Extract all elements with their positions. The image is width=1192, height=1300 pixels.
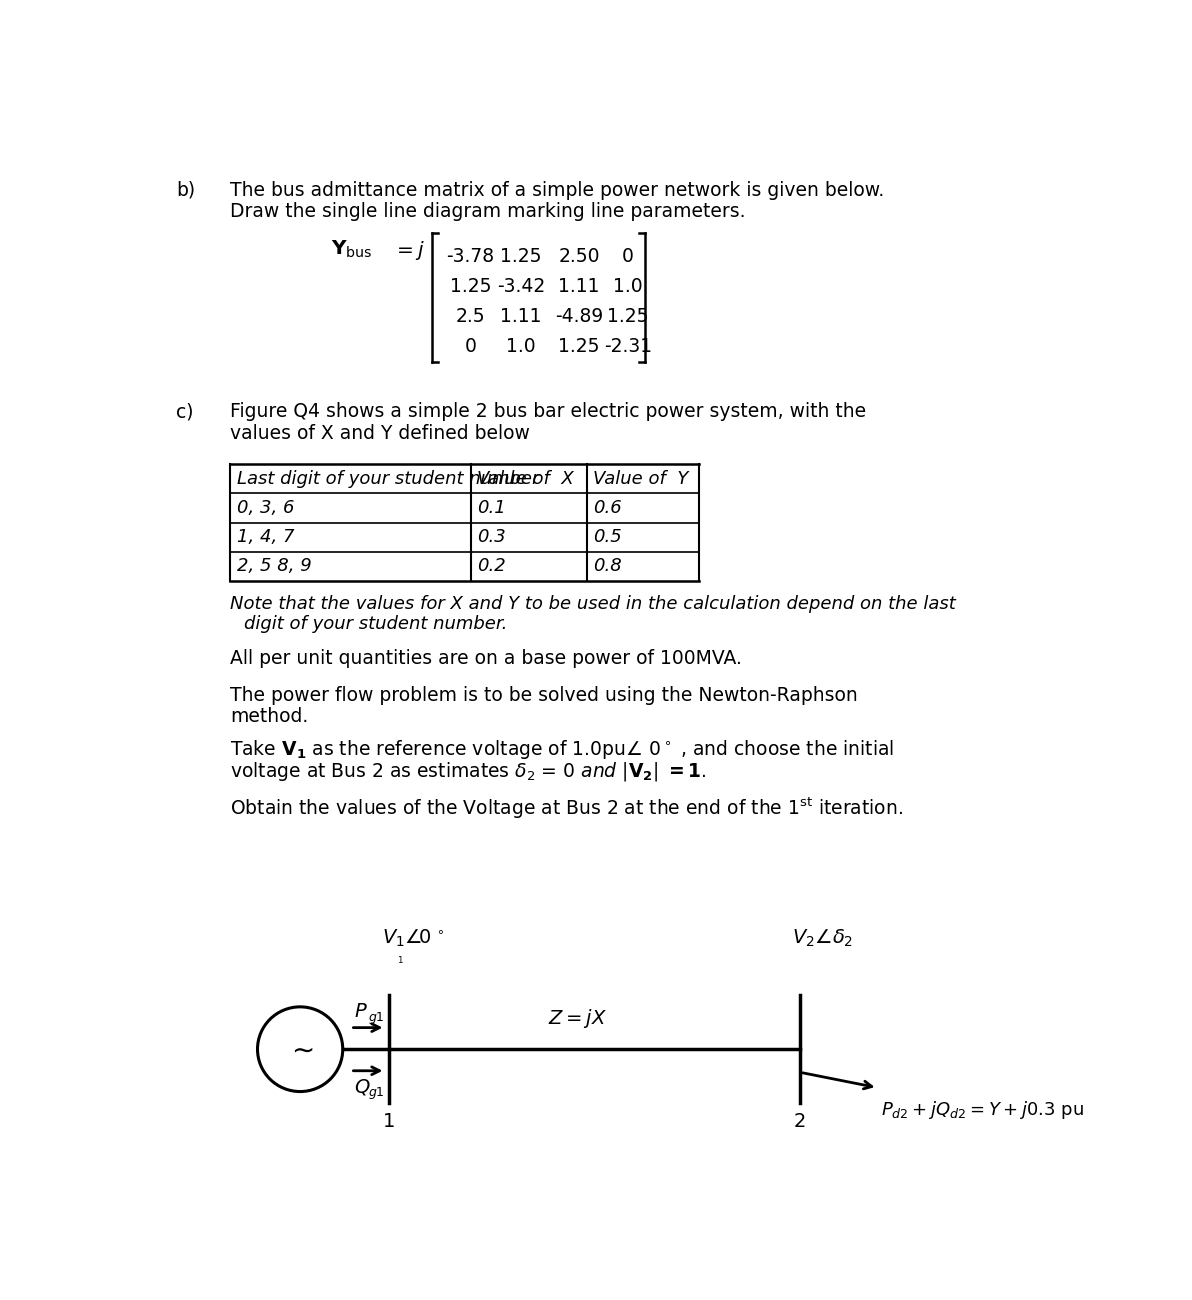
Text: $V_2\angle\delta_2$: $V_2\angle\delta_2$ — [793, 928, 853, 949]
Text: 0.8: 0.8 — [594, 558, 622, 576]
Text: Figure Q4 shows a simple 2 bus bar electric power system, with the: Figure Q4 shows a simple 2 bus bar elect… — [230, 403, 867, 421]
Text: -4.89: -4.89 — [555, 307, 603, 326]
Text: $Z = jX$: $Z = jX$ — [548, 1008, 607, 1030]
Text: Take $\mathbf{V_1}$ as the reference voltage of 1.0pu$\angle$ 0$^\circ$ , and ch: Take $\mathbf{V_1}$ as the reference vol… — [230, 738, 895, 760]
Text: The bus admittance matrix of a simple power network is given below.: The bus admittance matrix of a simple po… — [230, 181, 884, 200]
Text: 0.2: 0.2 — [477, 558, 505, 576]
Text: $g1$: $g1$ — [368, 1084, 385, 1101]
Text: 2, 5 8, 9: 2, 5 8, 9 — [236, 558, 311, 576]
Text: 0.6: 0.6 — [594, 499, 622, 517]
Text: $\mathbf{Y}_{\mathrm{bus}}$: $\mathbf{Y}_{\mathrm{bus}}$ — [331, 239, 373, 260]
Text: 1.11: 1.11 — [558, 277, 600, 296]
Text: 1.11: 1.11 — [501, 307, 541, 326]
Text: All per unit quantities are on a base power of 100MVA.: All per unit quantities are on a base po… — [230, 649, 743, 668]
Text: 1.25: 1.25 — [607, 307, 648, 326]
Text: 1.25: 1.25 — [558, 337, 600, 356]
Text: digit of your student number.: digit of your student number. — [244, 615, 508, 633]
Text: -2.31: -2.31 — [604, 337, 652, 356]
Text: 1: 1 — [383, 1113, 396, 1131]
Text: 0: 0 — [622, 247, 634, 266]
Text: Draw the single line diagram marking line parameters.: Draw the single line diagram marking lin… — [230, 203, 746, 221]
Text: c): c) — [176, 403, 193, 421]
Text: Note that the values for X and Y to be used in the calculation depend on the las: Note that the values for X and Y to be u… — [230, 595, 956, 612]
Text: 1.0: 1.0 — [507, 337, 536, 356]
Text: voltage at Bus 2 as estimates $\delta_2$ = 0 $\mathit{and}$ $|\mathbf{V_2}|$ $\m: voltage at Bus 2 as estimates $\delta_2$… — [230, 759, 707, 783]
Text: b): b) — [176, 181, 195, 200]
Text: 0.3: 0.3 — [477, 528, 505, 546]
Text: $_1$: $_1$ — [397, 953, 404, 966]
Text: -3.42: -3.42 — [497, 277, 545, 296]
Text: $\circ$: $\circ$ — [436, 924, 443, 937]
Text: The power flow problem is to be solved using the Newton-Raphson: The power flow problem is to be solved u… — [230, 686, 858, 705]
Text: $= j$: $= j$ — [393, 239, 426, 263]
Text: 0.1: 0.1 — [477, 499, 505, 517]
Text: 2.5: 2.5 — [455, 307, 485, 326]
Text: -3.78: -3.78 — [447, 247, 495, 266]
Text: 1.25: 1.25 — [449, 277, 491, 296]
Text: 1, 4, 7: 1, 4, 7 — [236, 528, 294, 546]
Text: $P_{d2}+jQ_{d2}=Y+j0.3\ \mathrm{pu}$: $P_{d2}+jQ_{d2}=Y+j0.3\ \mathrm{pu}$ — [881, 1100, 1085, 1121]
Text: Value of  X: Value of X — [477, 469, 573, 488]
Text: $\sim$: $\sim$ — [286, 1035, 313, 1063]
Text: $Q$: $Q$ — [354, 1076, 371, 1097]
Text: method.: method. — [230, 707, 309, 727]
Text: values of X and Y defined below: values of X and Y defined below — [230, 424, 530, 443]
Text: Last digit of your student number: Last digit of your student number — [236, 469, 539, 488]
Text: $P$: $P$ — [354, 1002, 368, 1022]
Text: 1.0: 1.0 — [613, 277, 642, 296]
Text: 2: 2 — [794, 1113, 806, 1131]
Text: 0: 0 — [465, 337, 477, 356]
Text: 2.50: 2.50 — [558, 247, 600, 266]
Text: 1.25: 1.25 — [501, 247, 541, 266]
Text: 0, 3, 6: 0, 3, 6 — [236, 499, 294, 517]
Text: $g1$: $g1$ — [368, 1010, 385, 1026]
Text: $V_1\angle\!0$: $V_1\angle\!0$ — [381, 928, 432, 949]
Text: Value of  Y: Value of Y — [594, 469, 689, 488]
Text: 0.5: 0.5 — [594, 528, 622, 546]
Text: Obtain the values of the Voltage at Bus 2 at the end of the 1$^{\mathrm{st}}$ it: Obtain the values of the Voltage at Bus … — [230, 796, 904, 822]
